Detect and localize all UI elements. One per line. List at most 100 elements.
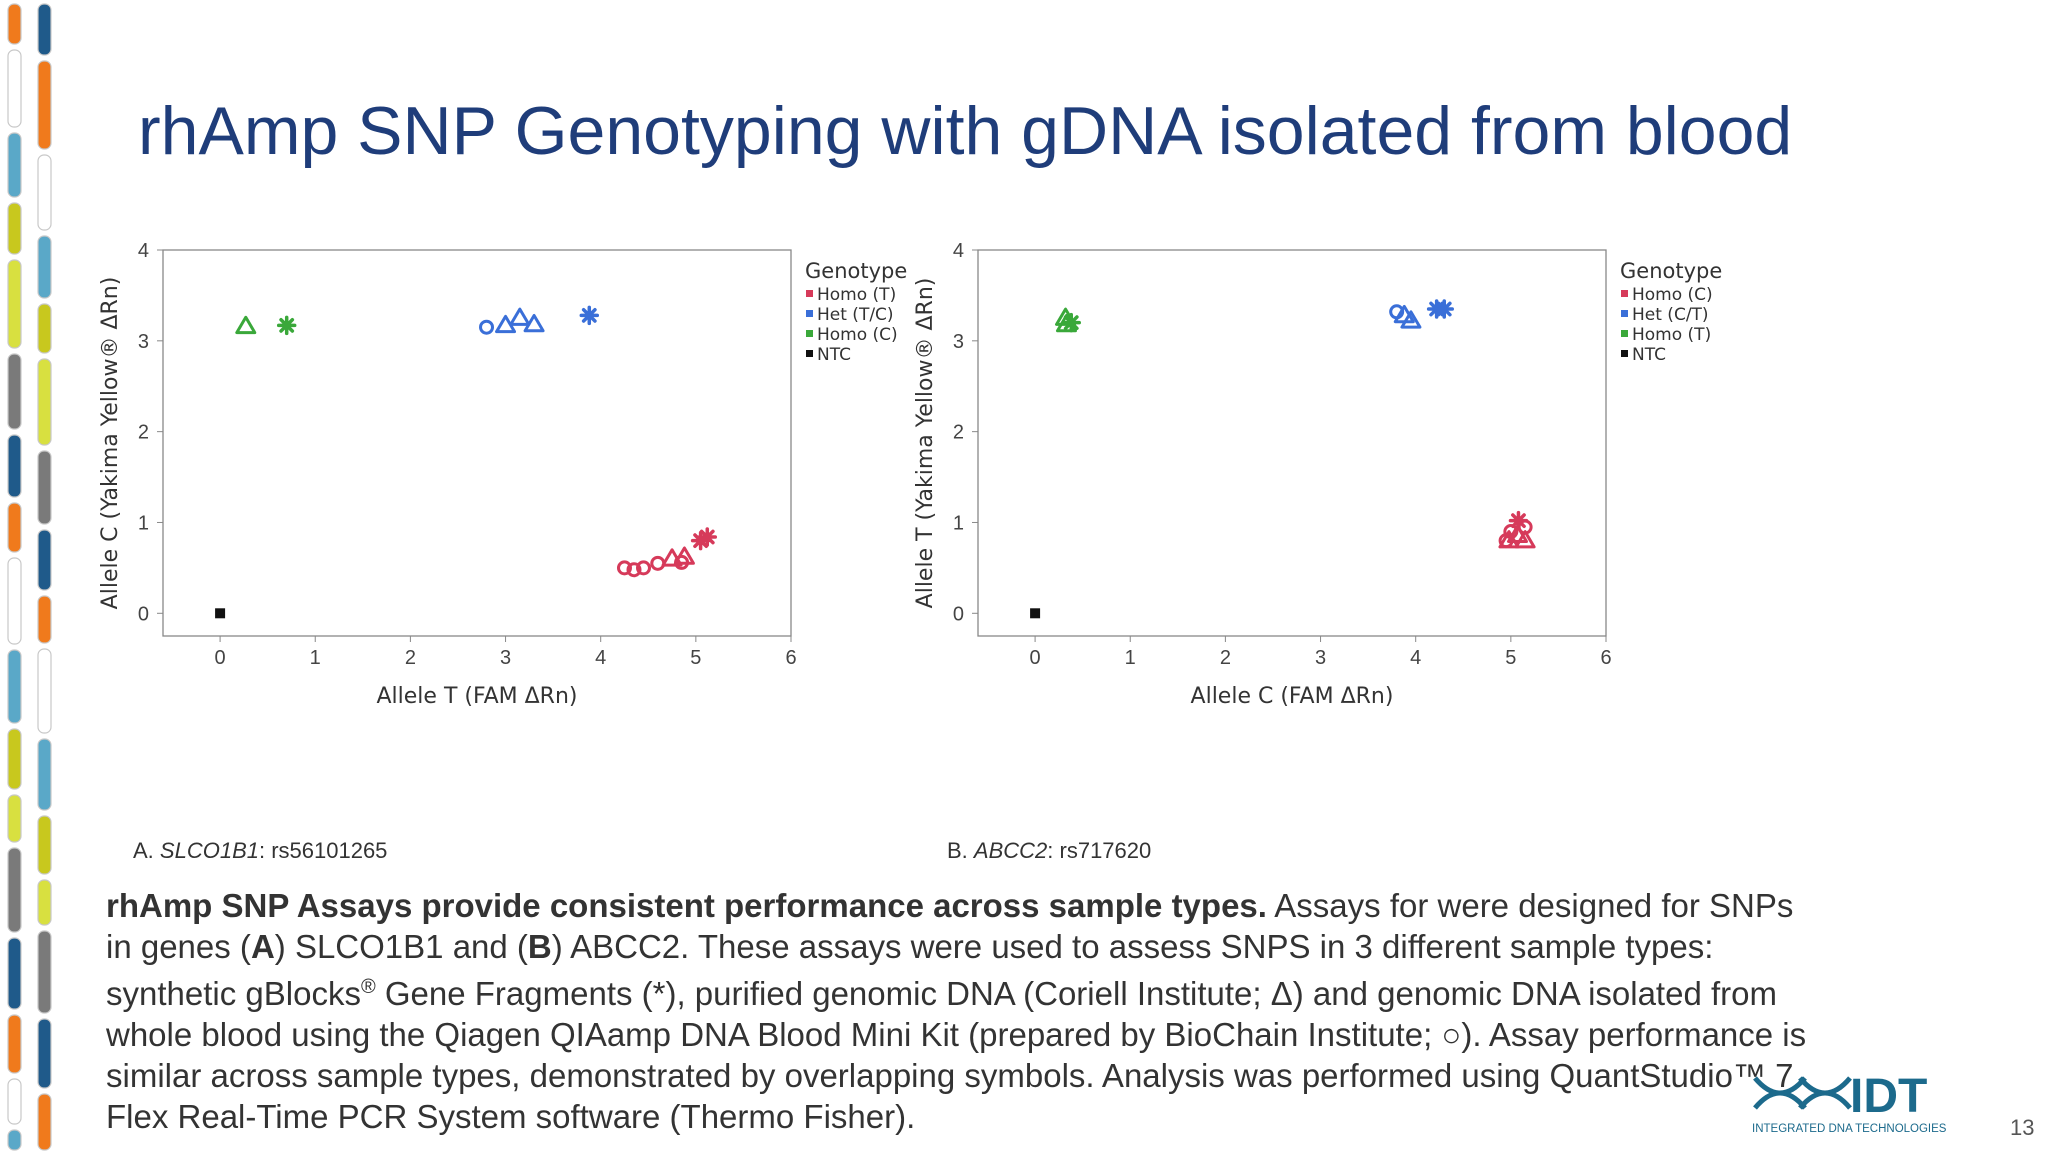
y-axis-label: Allele C (Yakima Yellow® ΔRn) (100, 277, 123, 610)
y-tick-label: 2 (138, 422, 149, 444)
dna-segment (7, 3, 22, 45)
data-point-triangle (235, 315, 257, 335)
data-point-triangle (523, 313, 545, 333)
idt-logo: IDT INTEGRATED DNA TECHNOLOGIES (1752, 1070, 1947, 1135)
x-tick-label: 3 (1315, 647, 1326, 669)
x-tick-label: 1 (310, 647, 321, 669)
data-point-circle (616, 560, 632, 576)
data-point-triangle (1507, 524, 1529, 543)
y-tick-label: 3 (953, 331, 964, 353)
chart-abcc2: 0 1 2 3 4 5 6 0 1 2 3 4 Allele C (FAM ΔRn) Allele T (… (915, 228, 1775, 808)
data-point-star (276, 315, 297, 336)
data-point-triangle (1514, 530, 1536, 549)
x-tick-label: 4 (595, 647, 606, 669)
slide-title: rhAmp SNP Genotyping with gDNA isolated … (138, 93, 1793, 169)
dna-segment (37, 60, 52, 150)
decorative-dna-bar (7, 3, 52, 1151)
data-point-circle (674, 554, 690, 570)
dna-segment (7, 202, 22, 255)
description-paragraph: rhAmp SNP Assays provide consistent perf… (106, 885, 1816, 1137)
legend-entry: Het (T/C) (817, 305, 894, 325)
caption-a-letter: A. (133, 838, 154, 863)
y-tick-label: 0 (138, 603, 149, 625)
x-tick-label: 3 (500, 647, 511, 669)
dna-segment (37, 879, 52, 926)
y-tick-label: 0 (953, 603, 964, 625)
dna-segment (7, 649, 22, 724)
x-tick-label: 2 (1220, 647, 1231, 669)
legend-swatch (1621, 330, 1628, 337)
data-point-triangle (1400, 310, 1422, 329)
x-tick-label: 5 (690, 647, 701, 669)
page-number: 13 (2010, 1115, 2035, 1140)
y-tick-label: 3 (138, 331, 149, 353)
data-point-triangle (1498, 530, 1520, 549)
x-tick-label: 6 (785, 647, 796, 669)
description-a: A (250, 928, 275, 965)
legend-swatch (1621, 350, 1628, 357)
dna-segment (37, 3, 52, 56)
dna-segment (7, 1014, 22, 1074)
caption-b: B. ABCC2: rs717620 (947, 838, 1151, 864)
x-tick-label: 4 (1410, 647, 1421, 669)
dna-segment (37, 303, 52, 354)
dna-segment (7, 728, 22, 790)
dna-segment (37, 358, 52, 446)
scatter-plot-a: 0 1 2 3 4 5 6 0 1 2 3 4 Allele T (FAM ΔRn) Allele C (… (100, 240, 907, 709)
dna-segment (37, 738, 52, 811)
data-point-triangle (1055, 313, 1077, 333)
description-part-3: ) ABCC2. These assays were used to asses… (106, 928, 1714, 1012)
dna-segment (7, 502, 22, 553)
y-tick-label: 1 (138, 512, 149, 534)
y-tick-label: 4 (953, 240, 964, 262)
legend-swatch (1621, 290, 1628, 297)
legend-swatch (1621, 310, 1628, 317)
legend-entry: NTC (817, 345, 851, 365)
dna-segment (37, 930, 52, 1014)
dna-segment (7, 259, 22, 349)
caption-b-gene: ABCC2 (973, 838, 1048, 863)
legend-entry: NTC (1632, 345, 1666, 365)
data-point-square (215, 608, 226, 619)
data-point-square (1030, 608, 1041, 619)
dna-segment (37, 1018, 52, 1089)
x-tick-label: 2 (405, 647, 416, 669)
registered-mark: ® (360, 976, 376, 998)
caption-b-letter: B. (947, 838, 968, 863)
y-axis-label: Allele T (Yakima Yellow® ΔRn) (915, 278, 938, 609)
dna-segment (37, 450, 52, 525)
y-tick-label: 4 (138, 240, 149, 262)
description-part-2: ) SLCO1B1 and ( (274, 928, 528, 965)
dna-segment (7, 1129, 22, 1151)
dna-segment (37, 815, 52, 875)
plot-frame (977, 249, 1607, 637)
logo-text: IDT (1850, 1070, 1927, 1123)
dna-segment (7, 557, 22, 645)
caption-a-gene: SLCO1B1 (159, 838, 259, 863)
dna-segment (7, 49, 22, 128)
data-point-star (697, 527, 718, 547)
logo-subtext: INTEGRATED DNA TECHNOLOGIES (1752, 1123, 1947, 1135)
description-bold: rhAmp SNP Assays provide consistent perf… (106, 887, 1267, 924)
caption-a-snp: : rs56101265 (258, 838, 388, 863)
dna-segment (37, 595, 52, 644)
legend-title: Genotype (1620, 259, 1722, 283)
caption-b-snp: : rs717620 (1047, 838, 1152, 863)
description-part-1: Assays for were designed for SNPs in gen… (106, 887, 1794, 965)
x-axis-label: Allele T (FAM ΔRn) (377, 684, 578, 709)
x-tick-label: 1 (1125, 647, 1136, 669)
legend-swatch (806, 330, 813, 337)
dna-segment (7, 794, 22, 843)
plot-frame (162, 249, 792, 637)
dna-segment (7, 1078, 22, 1125)
dna-segment (37, 154, 52, 231)
data-point-circle (626, 562, 642, 578)
data-point-star (579, 305, 600, 326)
legend-swatch (806, 290, 813, 297)
legend-entry: Homo (T) (1632, 325, 1711, 345)
legend-entry: Homo (C) (817, 325, 898, 345)
x-tick-label: 0 (215, 647, 226, 669)
y-tick-label: 2 (953, 422, 964, 444)
legend-entry: Homo (C) (1632, 285, 1713, 305)
dna-segment (37, 235, 52, 299)
